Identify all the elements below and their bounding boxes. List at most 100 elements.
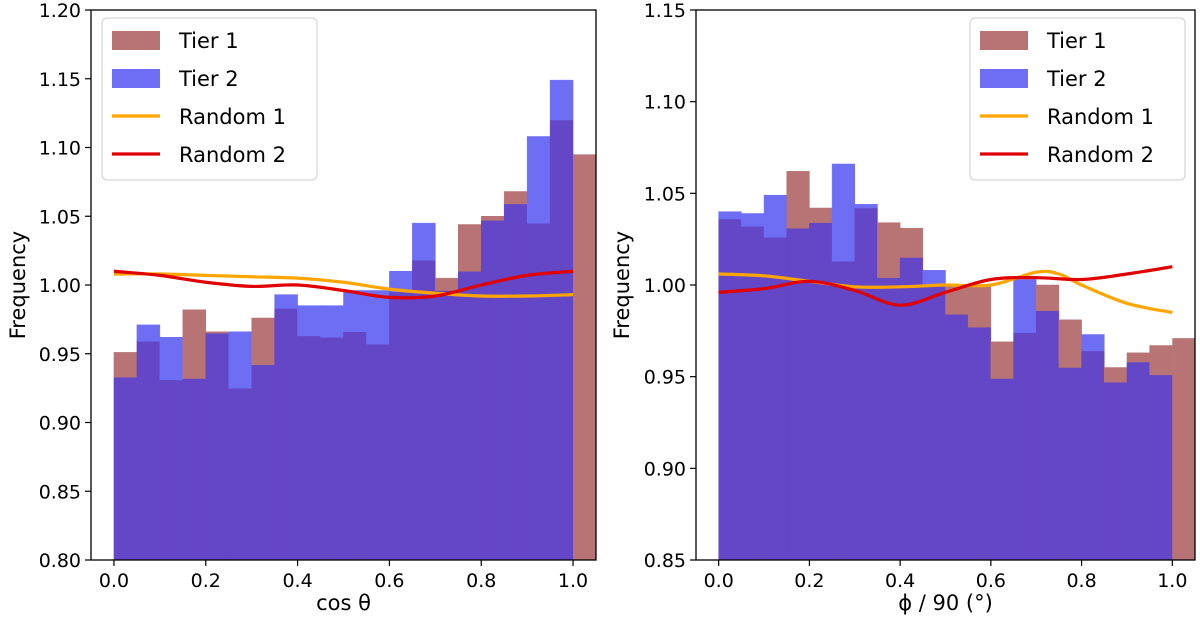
- legend-box: [969, 17, 1186, 181]
- x-tick-label: 0.8: [466, 570, 496, 592]
- bar-overlap: [343, 331, 367, 561]
- bar-overlap: [718, 218, 742, 561]
- y-tick-label: 1.10: [644, 92, 686, 114]
- bar-overlap: [159, 379, 184, 561]
- x-tick-label: 0.2: [191, 570, 221, 592]
- x-tick-label: 0.4: [282, 570, 312, 592]
- bar-tier2-excess: [274, 294, 298, 309]
- legend-label-tier1: Tier 1: [178, 29, 239, 53]
- bar-tier2-excess: [159, 337, 184, 381]
- y-tick-label: 1.05: [39, 206, 81, 228]
- y-tick-label: 1.00: [39, 275, 81, 297]
- bar-overlap: [1035, 310, 1060, 561]
- legend: Tier 1 Tier 2 Random 1 Random 2: [969, 17, 1186, 181]
- bar-overlap: [228, 387, 252, 561]
- bar-tier1-excess: [251, 317, 275, 365]
- bar-tier2-excess: [320, 305, 344, 338]
- bar-tier2-excess: [343, 290, 367, 332]
- legend-label-random1: Random 1: [179, 105, 286, 129]
- bar-tier2-excess: [854, 204, 878, 209]
- bar-tier1-excess: [899, 227, 924, 258]
- bar-tier1-excess: [503, 191, 528, 205]
- bar-overlap: [205, 332, 229, 561]
- legend: Tier 1 Tier 2 Random 1 Random 2: [101, 17, 318, 181]
- bar-overlap: [320, 337, 344, 561]
- x-tick-label: 0.2: [794, 570, 824, 592]
- y-tick-label: 0.90: [39, 413, 81, 435]
- histogram-bars: [113, 79, 596, 561]
- bar-tier2-excess: [831, 163, 856, 262]
- x-axis-label: ϕ / 90 (°): [898, 591, 993, 615]
- x-tick-label: 0.0: [704, 570, 734, 592]
- chart-panel-2: 0.0 0.2 0.4 0.6 0.8 1.0 0.85 0.90 0.95 1.00 1.05 1.…: [610, 0, 1196, 615]
- x-axis-label: cos θ: [316, 591, 371, 615]
- line-random-2: [718, 265, 1173, 307]
- bar-tier1-excess: [1035, 284, 1060, 311]
- bar-overlap: [458, 271, 482, 561]
- bar-overlap: [967, 326, 992, 561]
- y-tick-label: 1.00: [644, 275, 686, 297]
- y-tick-label: 1.10: [39, 138, 81, 160]
- bar-overlap: [1149, 374, 1173, 561]
- bar-overlap: [251, 364, 275, 561]
- y-axis-label: Frequency: [610, 231, 634, 340]
- bar-tier1-excess: [990, 341, 1014, 379]
- legend-swatch-tier1: [112, 31, 160, 50]
- x-tick-label: 0.6: [976, 570, 1006, 592]
- bar-overlap: [412, 260, 436, 561]
- bar-tier2-excess: [718, 211, 742, 220]
- bar-tier1-excess: [1126, 352, 1150, 363]
- bar-tier2-excess: [922, 270, 946, 286]
- bar-overlap: [480, 220, 505, 561]
- y-tick-label: 1.05: [644, 183, 686, 205]
- bar-tier1-excess: [205, 331, 229, 334]
- y-tick-label: 0.95: [644, 367, 686, 389]
- bar-overlap: [1104, 381, 1128, 561]
- bar-overlap: [831, 260, 856, 561]
- y-tick-label: 0.90: [644, 458, 686, 480]
- legend-label-tier2: Tier 2: [178, 67, 239, 91]
- legend-swatch-tier1: [980, 31, 1028, 50]
- legend-label-tier2: Tier 2: [1046, 67, 1107, 91]
- bar-tier1-excess: [809, 207, 833, 223]
- bar-tier2-excess: [297, 305, 321, 337]
- y-tick-label: 0.80: [39, 550, 81, 572]
- bar-tier2-excess: [228, 331, 252, 389]
- x-tick-label: 0.6: [374, 570, 404, 592]
- bar-tier1-excess: [786, 171, 810, 229]
- bar-overlap: [435, 290, 459, 561]
- bar-overlap: [136, 341, 161, 561]
- bar-tier2-excess: [526, 136, 551, 224]
- bar-tier1: [1172, 338, 1195, 560]
- line-random-2: [113, 269, 574, 300]
- bar-tier1-excess: [1058, 319, 1082, 368]
- bar-overlap: [1058, 367, 1082, 561]
- bar-overlap: [503, 203, 528, 561]
- legend-label-tier1: Tier 1: [1046, 29, 1107, 53]
- bar-tier1-excess: [458, 224, 482, 272]
- y-tick-label: 0.95: [39, 344, 81, 366]
- bar-overlap: [922, 284, 946, 561]
- bar-tier2-excess: [1013, 279, 1037, 333]
- bar-overlap: [1013, 332, 1037, 561]
- bar-tier1-excess: [113, 352, 138, 378]
- x-tick-label: 0.8: [1066, 570, 1096, 592]
- bar-tier2-excess: [412, 222, 436, 261]
- bar-tier1-excess: [435, 277, 459, 291]
- x-tick-label: 0.4: [885, 570, 915, 592]
- line-random-1: [113, 272, 574, 298]
- x-tick-label: 0.0: [99, 570, 129, 592]
- legend-label-random2: Random 2: [179, 143, 286, 167]
- bar-tier1-excess: [1104, 367, 1128, 383]
- bar-tier2-excess: [763, 194, 787, 238]
- bar-overlap: [113, 376, 138, 561]
- bar-tier1-excess: [480, 216, 505, 221]
- bar-tier2-excess: [1081, 334, 1105, 352]
- x-tick-label: 1.0: [558, 570, 588, 592]
- x-tick-label: 1.0: [1157, 570, 1187, 592]
- bar-overlap: [1126, 361, 1150, 561]
- bar-overlap: [854, 207, 878, 561]
- bar-overlap: [389, 291, 413, 561]
- chart-panel-1: 0.0 0.2 0.4 0.6 0.8 1.0 0.80 0.85 0.90 0.95 1.00 1.…: [6, 0, 597, 615]
- bar-overlap: [877, 277, 901, 561]
